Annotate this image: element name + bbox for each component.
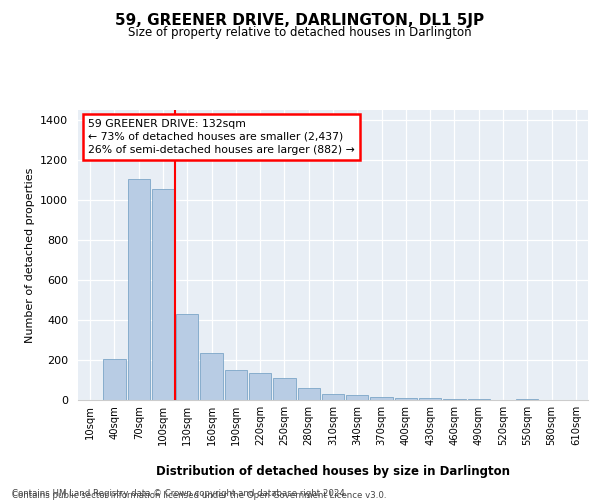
Bar — [224, 370, 247, 400]
Bar — [176, 314, 199, 400]
Bar — [200, 353, 223, 400]
Bar — [395, 398, 417, 400]
Bar — [128, 179, 150, 400]
Text: Distribution of detached houses by size in Darlington: Distribution of detached houses by size … — [156, 464, 510, 477]
Bar — [298, 388, 320, 400]
Y-axis label: Number of detached properties: Number of detached properties — [25, 168, 35, 342]
Bar — [273, 378, 296, 400]
Bar — [346, 395, 368, 400]
Bar — [443, 399, 466, 400]
Bar — [419, 398, 442, 400]
Text: 59, GREENER DRIVE, DARLINGTON, DL1 5JP: 59, GREENER DRIVE, DARLINGTON, DL1 5JP — [115, 12, 485, 28]
Text: 59 GREENER DRIVE: 132sqm
← 73% of detached houses are smaller (2,437)
26% of sem: 59 GREENER DRIVE: 132sqm ← 73% of detach… — [88, 118, 355, 155]
Text: Contains HM Land Registry data © Crown copyright and database right 2024.: Contains HM Land Registry data © Crown c… — [12, 488, 347, 498]
Bar — [249, 373, 271, 400]
Text: Size of property relative to detached houses in Darlington: Size of property relative to detached ho… — [128, 26, 472, 39]
Text: Contains public sector information licensed under the Open Government Licence v3: Contains public sector information licen… — [12, 491, 386, 500]
Bar — [152, 189, 174, 400]
Bar — [370, 397, 393, 400]
Bar — [322, 394, 344, 400]
Bar — [103, 359, 125, 400]
